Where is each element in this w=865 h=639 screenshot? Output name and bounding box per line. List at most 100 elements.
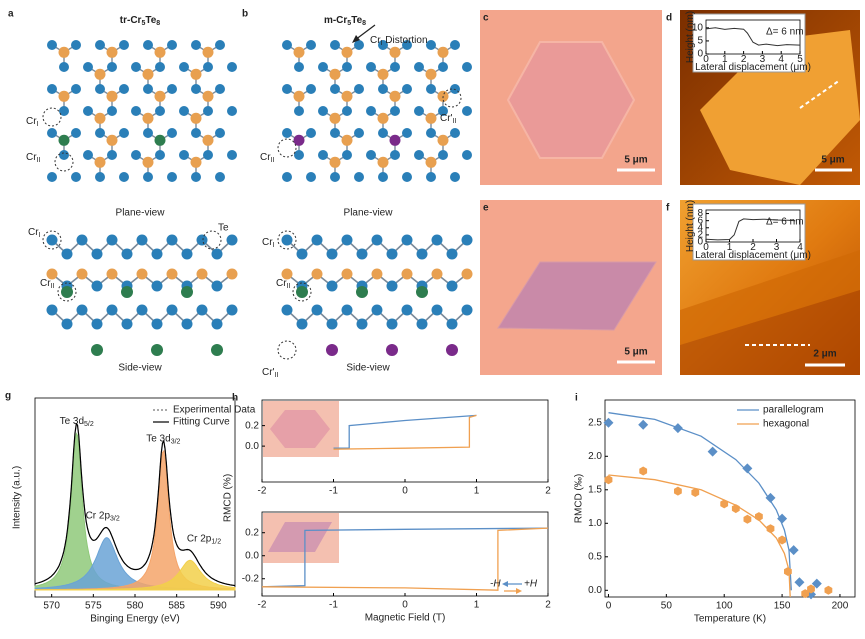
x-tick-label: 200	[832, 601, 849, 612]
atom	[136, 234, 148, 246]
cr-atom	[190, 156, 202, 168]
te-atom	[95, 128, 105, 138]
y-tick-label: 0	[697, 237, 703, 248]
subscript: II	[452, 118, 456, 125]
label: tr-Cr5Te8	[120, 15, 161, 28]
x-tick-label: 3	[760, 54, 766, 65]
cr-atom	[202, 134, 214, 146]
te-atom	[390, 150, 400, 160]
parallelogram-flake	[497, 261, 657, 331]
atom	[431, 234, 443, 246]
x-tick-label: -1	[329, 600, 338, 611]
te-atom	[167, 84, 177, 94]
annotation: Δ= 6 nm	[766, 217, 804, 228]
x-tick-label: 1	[727, 242, 733, 253]
atom	[416, 318, 428, 330]
cr-atom	[293, 134, 305, 146]
te-atom	[294, 106, 304, 116]
te-atom	[354, 128, 364, 138]
atom	[76, 268, 88, 280]
scale-bar-label: 5 μm	[624, 347, 647, 358]
te-atom	[462, 62, 472, 72]
te-atom	[215, 172, 225, 182]
x-tick-label: 2	[750, 242, 756, 253]
cr-atom	[190, 68, 202, 80]
te-atom	[402, 172, 412, 182]
te-atom	[426, 40, 436, 50]
atom	[371, 304, 383, 316]
te-atom	[203, 106, 213, 116]
subscript: 5	[347, 20, 351, 27]
label-part: Te 3d	[60, 416, 84, 427]
cr-atom	[121, 286, 133, 298]
te-atom	[47, 128, 57, 138]
subscript: 5	[141, 20, 145, 27]
te-atom	[366, 62, 376, 72]
data-point	[639, 466, 648, 476]
cr-atom	[94, 112, 106, 124]
atom	[166, 268, 178, 280]
label-part: Cr'	[440, 113, 453, 124]
profile-line	[799, 79, 841, 109]
y-tick-label: 0.0	[588, 585, 602, 596]
te-atom	[306, 84, 316, 94]
y-tick-label: 0.0	[245, 550, 259, 561]
cr-atom	[106, 90, 118, 102]
cr-atom	[341, 90, 353, 102]
panel-label: e	[483, 203, 489, 214]
te-atom	[318, 106, 328, 116]
x-tick-label: 5	[797, 54, 803, 65]
atom	[226, 304, 238, 316]
atom	[446, 280, 458, 292]
atom	[356, 248, 368, 260]
te-atom	[179, 62, 189, 72]
fit-curve	[608, 474, 791, 598]
label-part: Cr	[260, 152, 271, 163]
label-part: tr-Cr	[120, 15, 142, 26]
te-atom	[354, 84, 364, 94]
legend-label: Experimental Data	[173, 405, 256, 416]
te-atom	[450, 172, 460, 182]
cr-atom	[58, 90, 70, 102]
te-atom	[119, 84, 129, 94]
x-tick-label: 2	[741, 54, 747, 65]
atom	[296, 318, 308, 330]
te-atom	[155, 150, 165, 160]
y-tick-label: 2	[697, 230, 703, 241]
rmcd-loop	[261, 527, 549, 591]
te-atom	[95, 172, 105, 182]
subscript: 8	[362, 20, 366, 27]
te-atom	[203, 150, 213, 160]
x-tick-label: 4	[797, 242, 803, 253]
atom	[311, 268, 323, 280]
cr-atom	[326, 344, 338, 356]
y-tick-label: -0.2	[242, 573, 260, 584]
data-point	[778, 535, 786, 545]
atom	[446, 318, 458, 330]
subscript: 3/2	[171, 439, 181, 446]
atom	[341, 304, 353, 316]
atom	[386, 248, 398, 260]
te-atom	[143, 84, 153, 94]
data-point	[691, 488, 700, 497]
data-point	[784, 567, 792, 576]
peak-area	[34, 432, 236, 591]
te-atom	[366, 150, 376, 160]
te-atom	[438, 106, 448, 116]
x-axis-label: Lateral displacement (μm)	[695, 250, 811, 261]
data-point	[794, 577, 805, 588]
y-tick-label: 0.0	[245, 441, 259, 452]
cr-atom	[154, 134, 166, 146]
data-point	[638, 419, 649, 430]
scale-bar-label: 2 μm	[813, 349, 836, 360]
label-part: Te	[351, 15, 362, 26]
atom	[446, 248, 458, 260]
atom	[181, 318, 193, 330]
y-tick-label: 0.2	[245, 527, 259, 538]
peak-label: Te 3d3/2	[146, 433, 180, 446]
profile-line	[705, 27, 801, 47]
caption: Plane-view	[116, 208, 166, 219]
subscript: I	[39, 232, 41, 239]
panel-label: a	[8, 9, 14, 20]
x-tick-label: 3	[774, 242, 780, 253]
